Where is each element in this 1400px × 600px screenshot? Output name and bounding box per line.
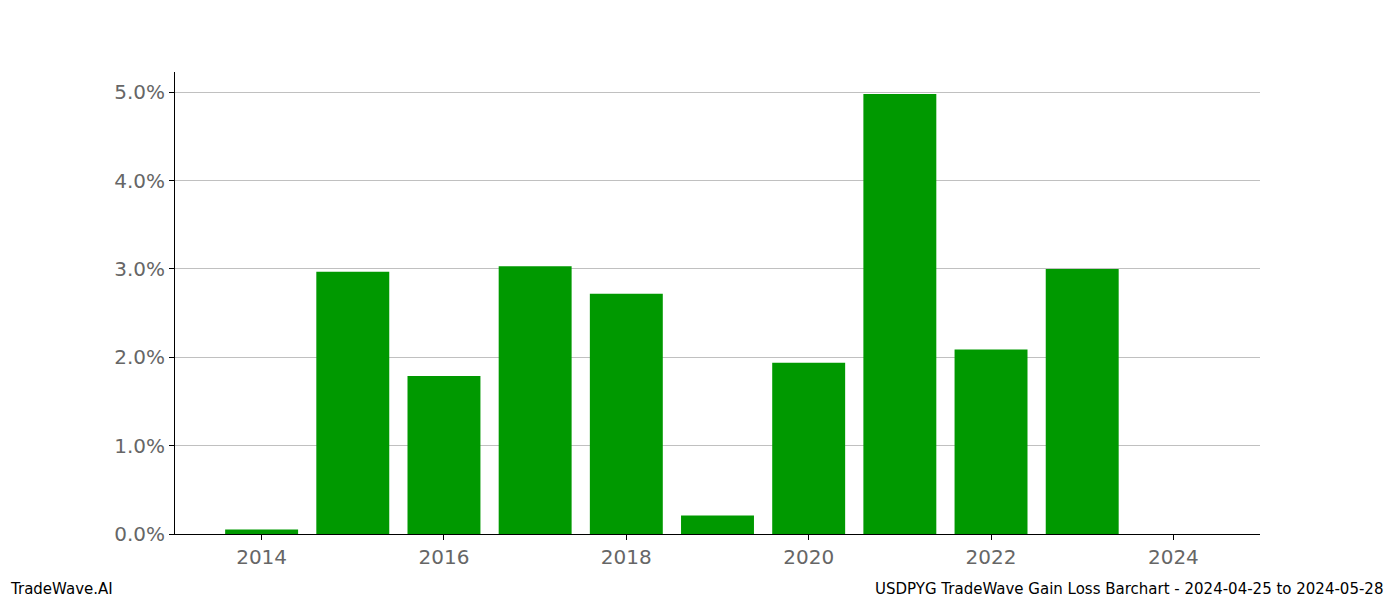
svg-text:TradeWave.AI: TradeWave.AI [10, 580, 113, 598]
svg-text:2014: 2014 [236, 545, 287, 569]
svg-text:5.0%: 5.0% [114, 80, 165, 104]
svg-text:USDPYG TradeWave Gain Loss Bar: USDPYG TradeWave Gain Loss Barchart - 20… [875, 580, 1383, 598]
svg-text:2016: 2016 [419, 545, 470, 569]
svg-text:2020: 2020 [783, 545, 834, 569]
svg-text:2024: 2024 [1148, 545, 1199, 569]
svg-text:4.0%: 4.0% [114, 169, 165, 193]
svg-text:0.0%: 0.0% [114, 522, 165, 546]
svg-text:2018: 2018 [601, 545, 652, 569]
svg-text:2022: 2022 [966, 545, 1017, 569]
svg-text:2.0%: 2.0% [114, 345, 165, 369]
svg-text:1.0%: 1.0% [114, 434, 165, 458]
svg-text:3.0%: 3.0% [114, 257, 165, 281]
